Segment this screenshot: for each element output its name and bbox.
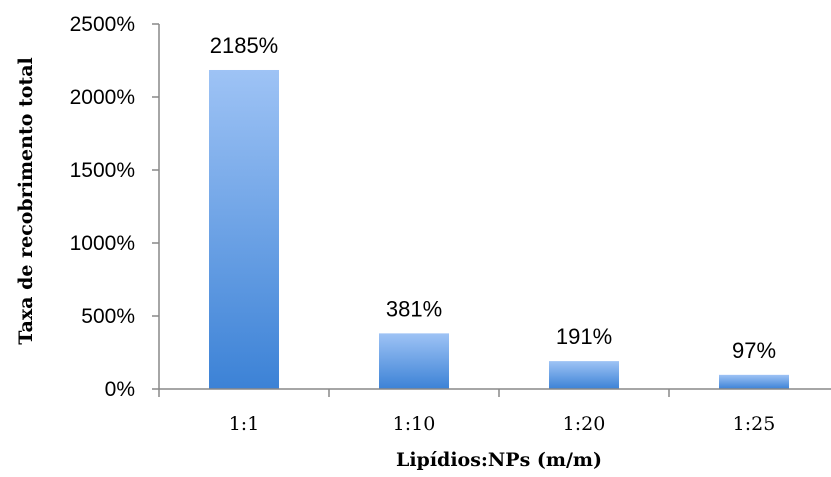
- y-tick-label: 500%: [81, 305, 135, 328]
- x-axis-title: Lipídios:NPs (m/m): [396, 449, 602, 471]
- y-axis-title: Taxa de recobrimento total: [15, 57, 37, 345]
- data-label: 2185%: [210, 33, 279, 58]
- category-label: 1:25: [733, 413, 776, 435]
- bar-1-25: [719, 374, 789, 389]
- y-tick-label: 1000%: [70, 232, 135, 255]
- x-axis-ticks: [158, 389, 670, 397]
- category-label: 1:1: [229, 413, 260, 435]
- category-label: 1:20: [563, 413, 606, 435]
- data-labels: 2185% 381% 191% 97%: [210, 33, 776, 363]
- data-label: 381%: [386, 296, 442, 321]
- data-label: 97%: [732, 338, 776, 363]
- y-tick-label: 2000%: [70, 86, 135, 109]
- category-labels: 1:1 1:10 1:20 1:25: [229, 413, 776, 435]
- bar-1-20: [549, 361, 619, 389]
- bars: [209, 69, 789, 390]
- y-tick-label: 0%: [105, 378, 135, 401]
- y-tick-label: 1500%: [70, 159, 135, 182]
- y-axis-ticks: 0% 500% 1000% 1500% 2000% 2500%: [70, 13, 159, 401]
- bar-1-10: [379, 333, 449, 389]
- category-label: 1:10: [393, 413, 436, 435]
- y-tick-label: 2500%: [70, 13, 135, 36]
- bar-1-1: [209, 69, 279, 390]
- data-label: 191%: [556, 324, 612, 349]
